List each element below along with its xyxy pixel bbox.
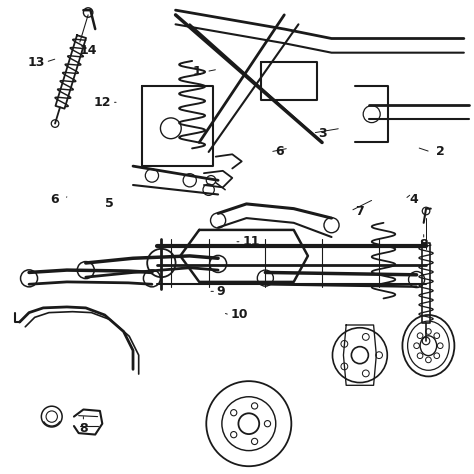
Text: 6: 6 — [275, 146, 284, 158]
Text: 4: 4 — [410, 193, 419, 206]
Text: 7: 7 — [356, 204, 364, 218]
Text: 8: 8 — [419, 237, 428, 251]
Text: 10: 10 — [231, 309, 248, 321]
Text: 12: 12 — [93, 96, 111, 109]
Text: 2: 2 — [436, 146, 445, 158]
Text: 5: 5 — [105, 197, 114, 210]
Text: 3: 3 — [318, 127, 327, 139]
Text: 14: 14 — [79, 44, 97, 57]
Text: 13: 13 — [27, 55, 45, 69]
Text: 8: 8 — [79, 422, 88, 435]
Text: 11: 11 — [242, 235, 260, 248]
Text: 9: 9 — [216, 285, 225, 298]
Text: 1: 1 — [192, 65, 201, 78]
Text: 6: 6 — [51, 193, 59, 206]
